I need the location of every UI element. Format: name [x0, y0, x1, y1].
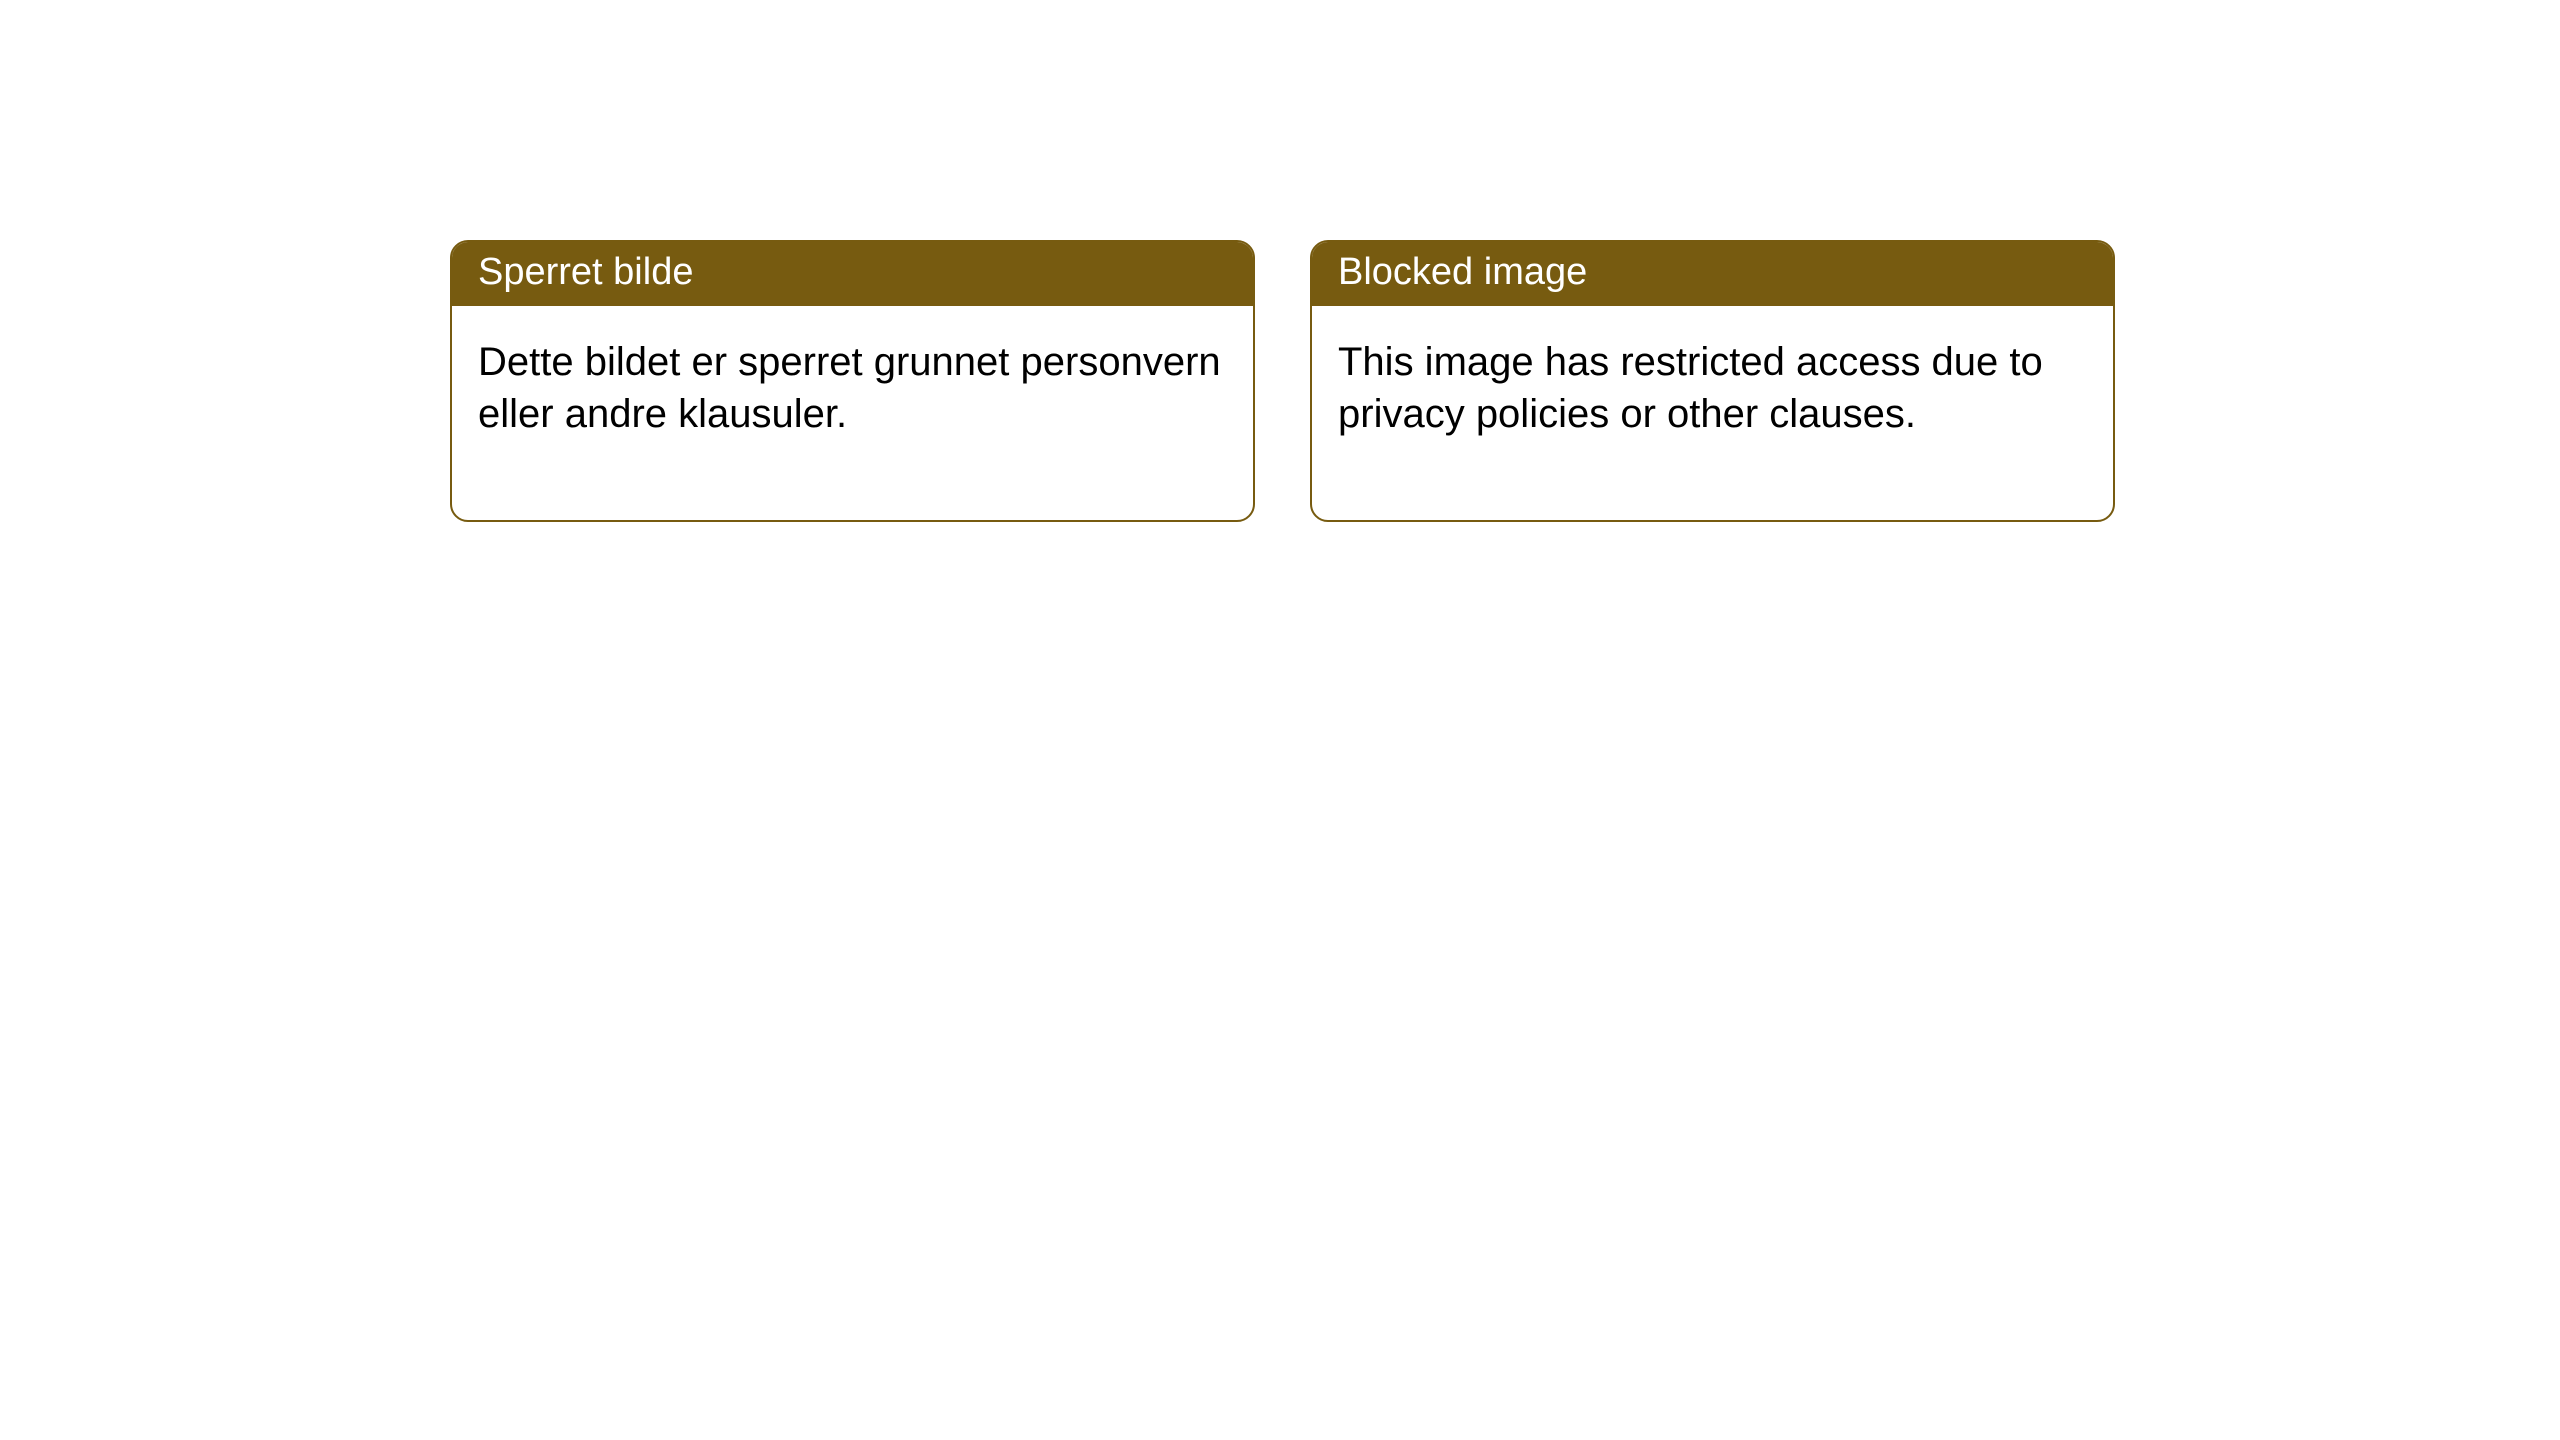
- blocked-image-card-en: Blocked image This image has restricted …: [1310, 240, 2115, 522]
- card-body-no: Dette bildet er sperret grunnet personve…: [452, 306, 1253, 520]
- notice-cards-row: Sperret bilde Dette bildet er sperret gr…: [0, 0, 2560, 522]
- card-body-en: This image has restricted access due to …: [1312, 306, 2113, 520]
- blocked-image-card-no: Sperret bilde Dette bildet er sperret gr…: [450, 240, 1255, 522]
- card-title-no: Sperret bilde: [452, 242, 1253, 306]
- card-title-en: Blocked image: [1312, 242, 2113, 306]
